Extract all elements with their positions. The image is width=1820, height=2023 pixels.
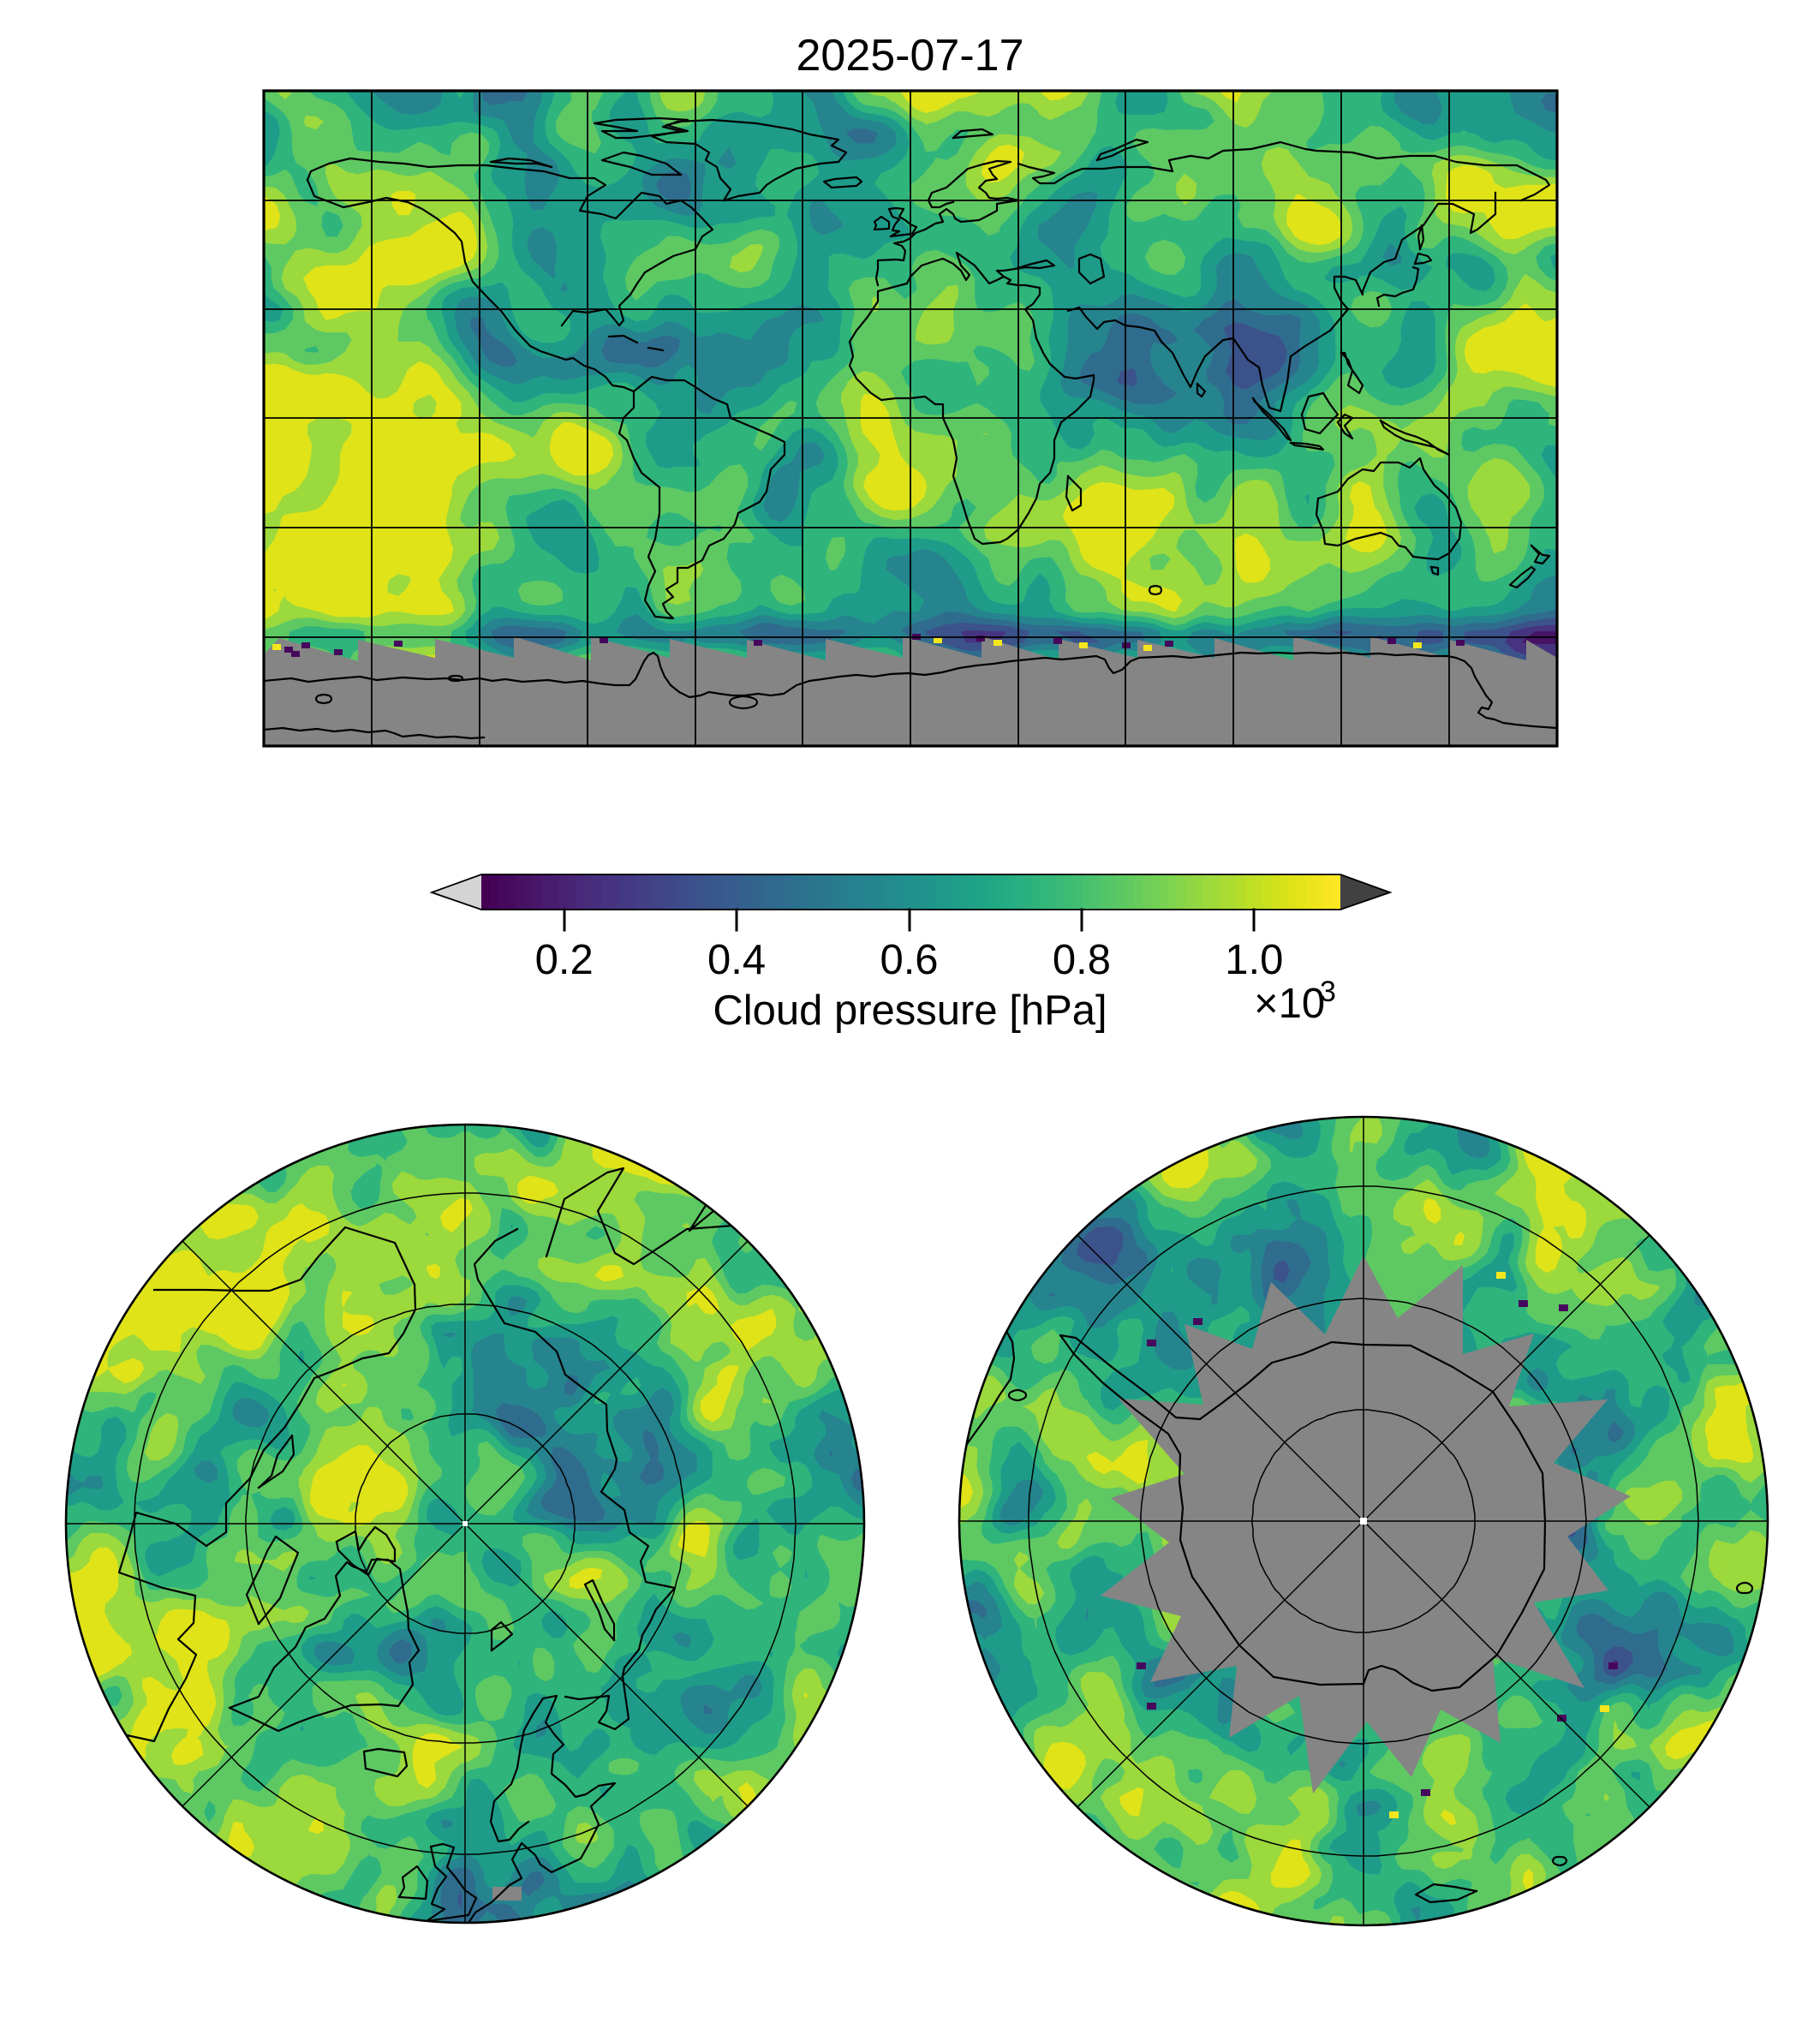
svg-text:1.0: 1.0 [1225,937,1283,983]
svg-text:3: 3 [1320,976,1336,1008]
svg-text:0.6: 0.6 [880,937,938,983]
svg-text:0.8: 0.8 [1053,937,1111,983]
svg-text:×10: ×10 [1254,981,1325,1027]
svg-text:2025-07-17: 2025-07-17 [797,31,1024,81]
svg-text:Cloud pressure [hPa]: Cloud pressure [hPa] [713,988,1107,1034]
svg-text:0.2: 0.2 [535,937,594,983]
svg-text:0.4: 0.4 [707,937,766,983]
